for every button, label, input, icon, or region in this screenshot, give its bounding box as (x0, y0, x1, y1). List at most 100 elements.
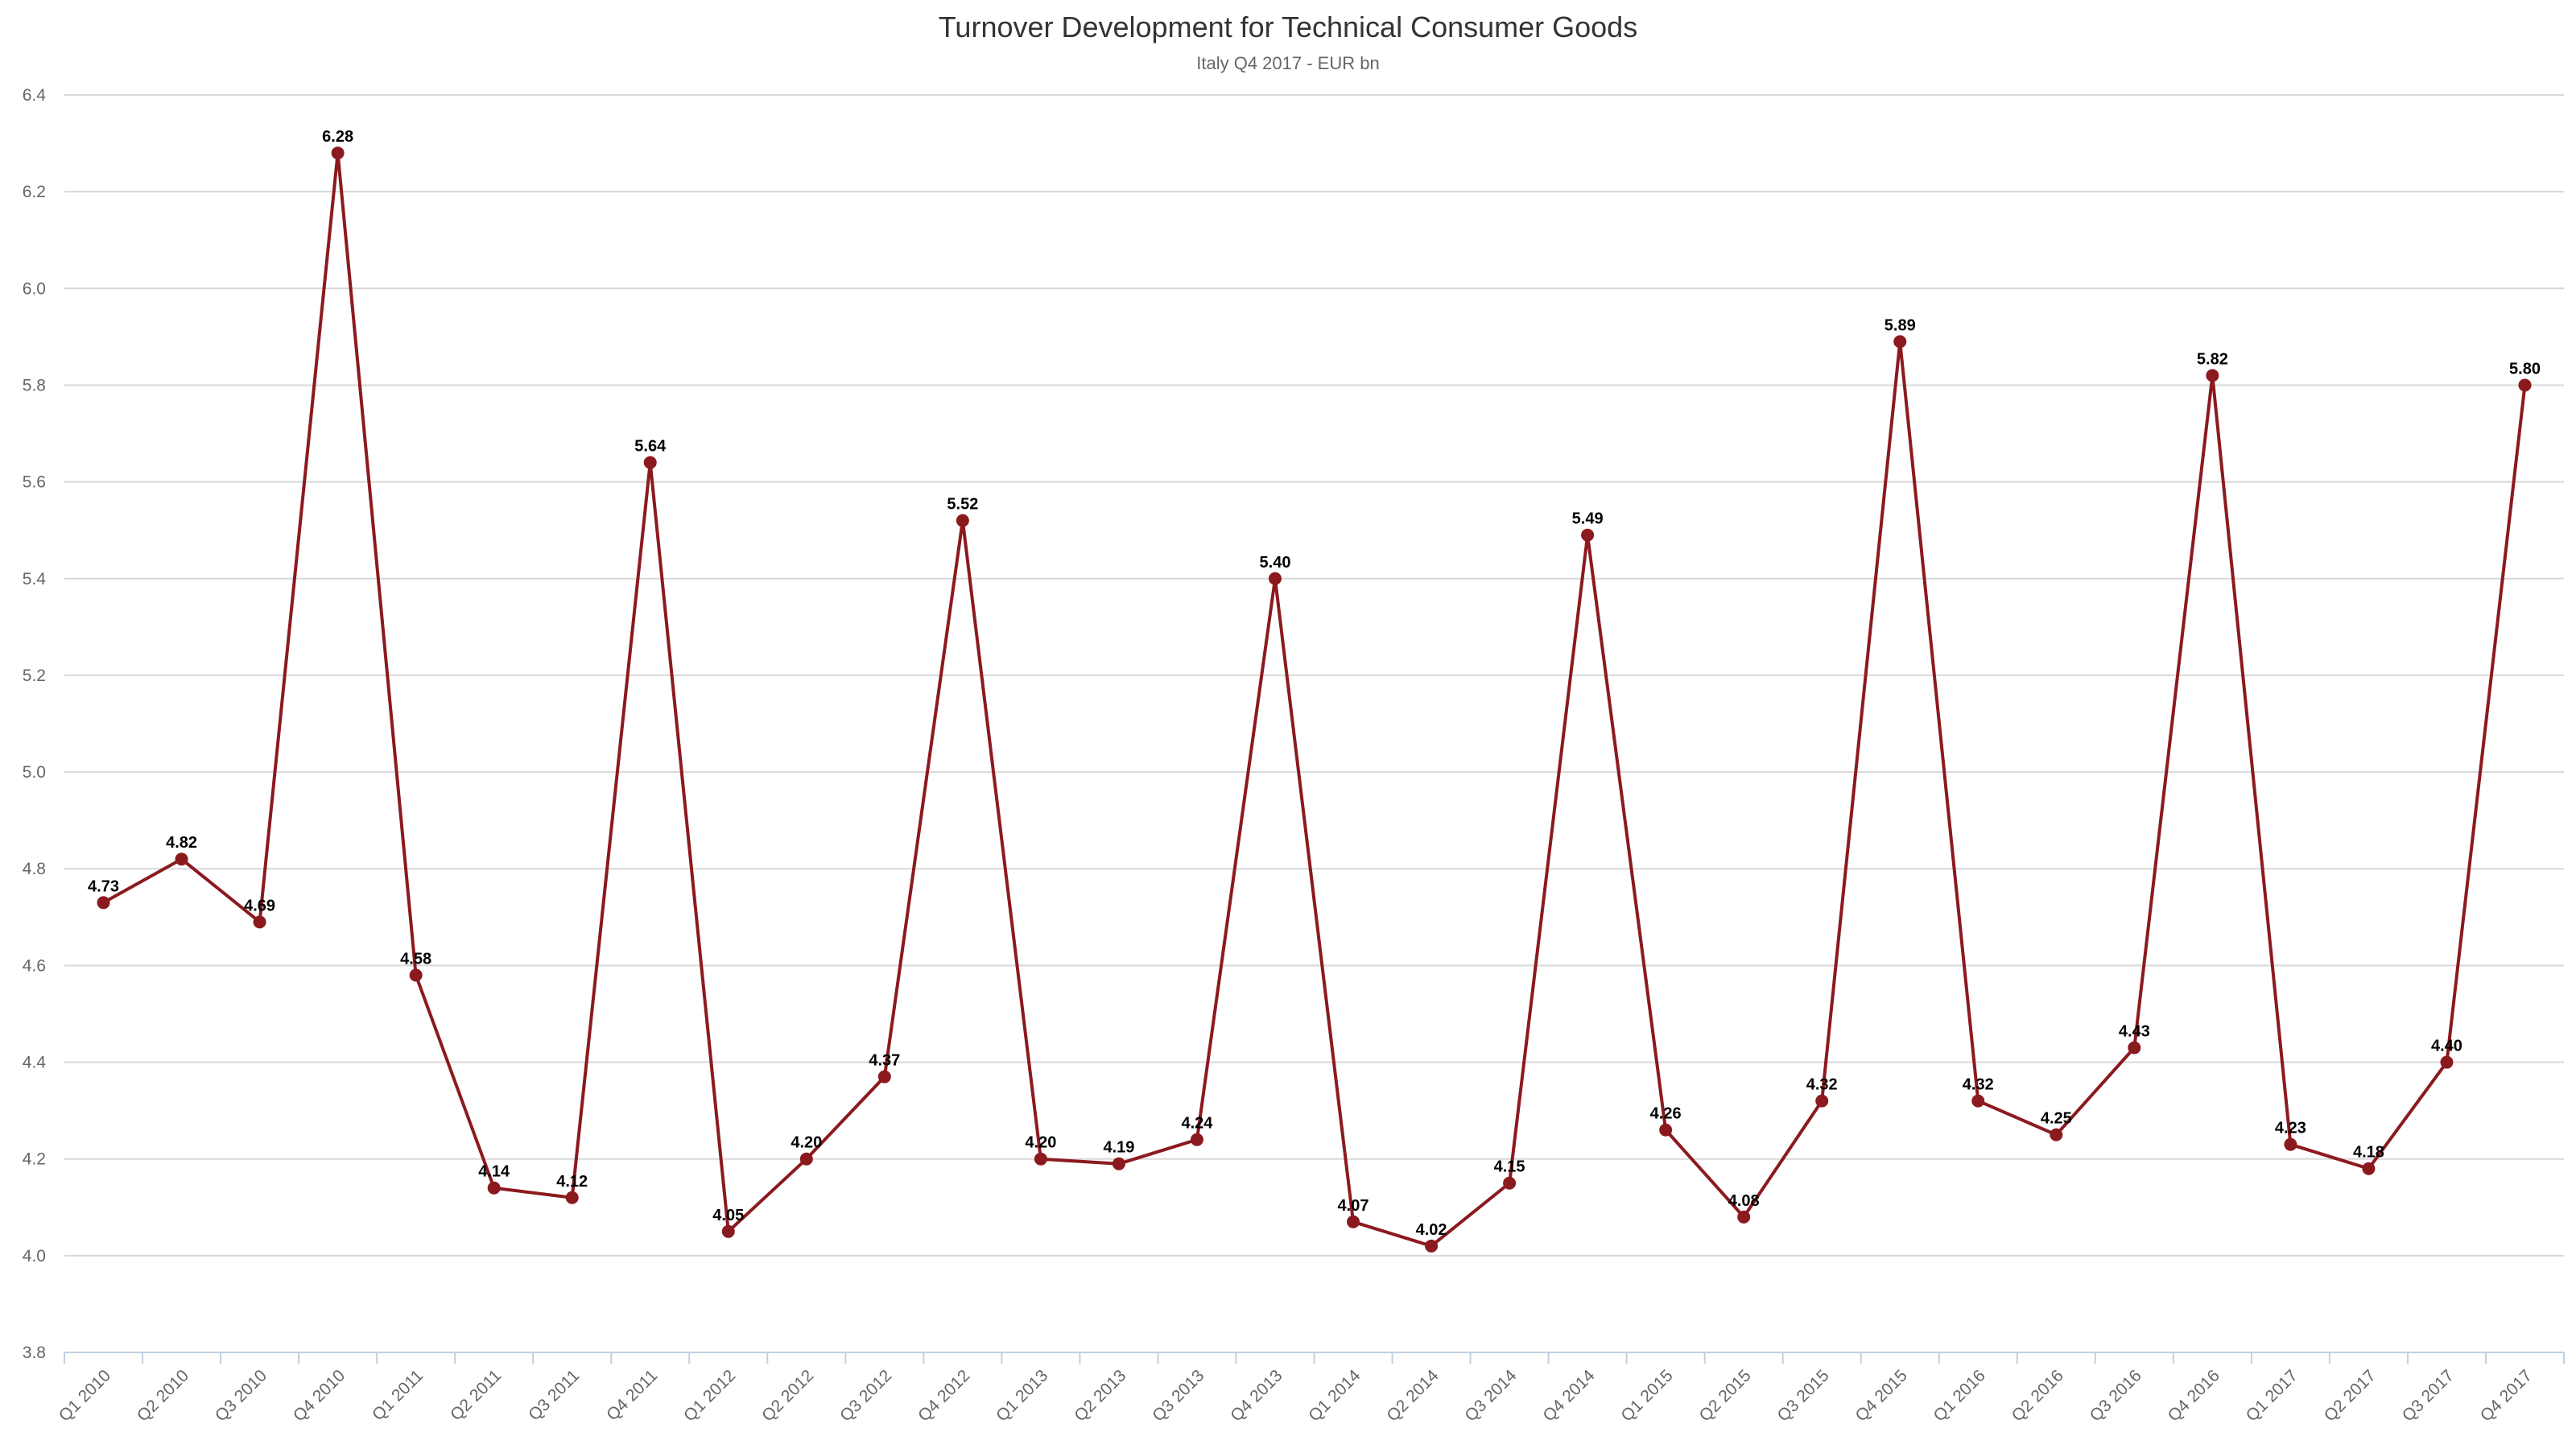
x-axis: Q1 2010 Q2 2010 Q3 2010 Q4 2010 Q1 2011 Q2 20… (56, 1352, 2565, 1426)
x-tick-label: Q4 2013 (1227, 1366, 1286, 1425)
data-label: 4.69 (244, 897, 275, 914)
data-label: 4.14 (478, 1163, 510, 1181)
x-tick-label: Q1 2017 (2243, 1366, 2301, 1425)
data-label: 4.19 (1103, 1139, 1134, 1157)
data-point[interactable] (175, 852, 188, 866)
y-tick-label: 5.8 (23, 376, 46, 394)
y-tick-label: 4.0 (23, 1247, 46, 1265)
x-tick-label: Q4 2014 (1539, 1366, 1598, 1425)
data-point[interactable] (799, 1152, 813, 1166)
data-label: 4.18 (2353, 1144, 2384, 1162)
data-point[interactable] (1347, 1215, 1360, 1228)
y-tick-label: 4.8 (23, 860, 46, 878)
x-tick-label: Q1 2014 (1305, 1366, 1364, 1425)
data-point[interactable] (1190, 1133, 1203, 1146)
data-point[interactable] (1893, 335, 1907, 349)
data-point[interactable] (2128, 1041, 2141, 1055)
x-tick-label: Q3 2010 (212, 1366, 270, 1425)
y-tick-label: 4.6 (23, 956, 46, 975)
x-tick-label: Q4 2012 (914, 1366, 973, 1425)
data-label: 4.20 (1025, 1134, 1056, 1152)
data-label: 4.43 (2119, 1023, 2150, 1041)
data-label: 4.37 (869, 1052, 900, 1070)
data-point[interactable] (2206, 369, 2219, 382)
x-tick-label: Q1 2013 (993, 1366, 1051, 1425)
data-label: 4.12 (556, 1173, 588, 1191)
data-label: 4.25 (2041, 1110, 2072, 1128)
data-point[interactable] (1581, 528, 1595, 542)
data-label: 4.24 (1181, 1115, 1213, 1133)
data-label: 4.32 (1963, 1076, 1994, 1094)
data-point[interactable] (2518, 378, 2532, 392)
data-point[interactable] (97, 896, 110, 910)
data-point[interactable] (956, 514, 969, 527)
data-point[interactable] (1971, 1094, 1985, 1108)
x-tick-label: Q1 2010 (56, 1366, 114, 1425)
x-tick-label: Q2 2012 (758, 1366, 817, 1425)
data-label: 4.02 (1416, 1221, 1447, 1239)
x-tick-label: Q2 2013 (1071, 1366, 1129, 1425)
data-point[interactable] (1503, 1176, 1517, 1190)
data-point[interactable] (2362, 1162, 2376, 1175)
data-labels: 4.73 4.82 4.69 6.28 4.58 4.14 4.12 5.64 4.05 4.20… (88, 128, 2541, 1239)
data-label: 6.28 (322, 128, 353, 146)
data-label: 4.08 (1728, 1192, 1760, 1210)
x-tick-label: Q1 2015 (1617, 1366, 1676, 1425)
y-tick-label: 5.4 (23, 570, 47, 588)
data-label: 4.07 (1338, 1197, 1369, 1215)
data-point[interactable] (565, 1191, 579, 1204)
data-label: 4.82 (166, 834, 197, 852)
x-tick-label: Q1 2011 (369, 1366, 427, 1424)
data-label: 4.20 (791, 1134, 822, 1152)
data-point[interactable] (1425, 1239, 1439, 1253)
data-label: 4.73 (88, 877, 119, 895)
data-point[interactable] (253, 915, 266, 929)
chart-title: Turnover Development for Technical Consu… (939, 10, 1637, 43)
data-point[interactable] (2050, 1128, 2063, 1141)
data-label: 4.15 (1494, 1158, 1525, 1176)
x-tick-label: Q2 2015 (1695, 1366, 1754, 1425)
data-label: 5.64 (634, 438, 667, 456)
data-point[interactable] (1659, 1123, 1673, 1137)
x-tick-label: Q3 2015 (1773, 1366, 1832, 1425)
x-tick-label: Q3 2011 (525, 1366, 583, 1424)
y-tick-label: 6.4 (23, 86, 47, 105)
y-axis: 3.8 4.0 4.2 4.4 4.6 4.8 5.0 5.2 5.4 5.6 5.8 6.0 6.2 6… (23, 86, 47, 1362)
x-tick-label: Q3 2016 (2087, 1366, 2145, 1425)
y-tick-label: 3.8 (23, 1344, 46, 1362)
data-label: 5.52 (947, 496, 978, 514)
data-label: 4.23 (2275, 1120, 2306, 1137)
data-point[interactable] (1112, 1157, 1125, 1170)
data-point[interactable] (721, 1224, 735, 1238)
x-tick-label: Q3 2012 (836, 1366, 895, 1425)
series-line (102, 151, 2527, 1248)
data-point[interactable] (331, 147, 345, 160)
data-point[interactable] (1268, 572, 1282, 585)
data-label: 5.40 (1260, 554, 1291, 572)
gridlines (64, 94, 2564, 1353)
data-label: 5.89 (1885, 316, 1916, 334)
x-tick-label: Q4 2017 (2477, 1366, 2536, 1425)
data-point[interactable] (643, 456, 657, 469)
x-tick-label: Q2 2017 (2321, 1366, 2380, 1425)
x-tick-label: Q4 2011 (603, 1366, 661, 1424)
data-point[interactable] (487, 1181, 501, 1195)
data-point[interactable] (1034, 1152, 1047, 1166)
data-point[interactable] (2284, 1137, 2297, 1151)
x-tick-label: Q3 2017 (2399, 1366, 2458, 1425)
y-tick-label: 6.0 (23, 279, 46, 298)
x-tick-label: Q4 2010 (290, 1366, 349, 1425)
data-point[interactable] (877, 1070, 891, 1084)
data-label: 5.80 (2509, 360, 2541, 378)
x-tick-label: Q2 2010 (134, 1366, 192, 1425)
y-tick-label: 4.2 (23, 1150, 46, 1169)
x-tick-label: Q2 2011 (447, 1366, 505, 1424)
x-tick-label: Q1 2012 (680, 1366, 739, 1425)
data-point[interactable] (2440, 1055, 2454, 1069)
data-point[interactable] (1815, 1094, 1829, 1108)
data-point[interactable] (409, 968, 423, 982)
y-tick-label: 5.6 (23, 473, 46, 492)
data-point[interactable] (1737, 1210, 1751, 1224)
